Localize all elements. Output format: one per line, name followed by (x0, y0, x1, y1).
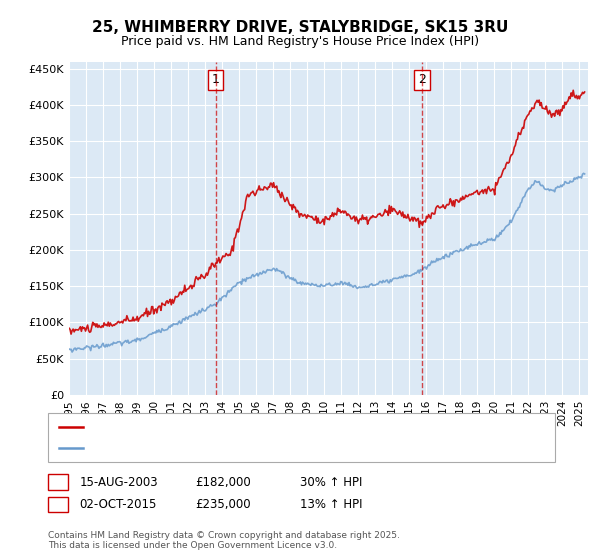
Text: 2: 2 (418, 73, 426, 86)
Text: £235,000: £235,000 (195, 498, 251, 511)
Text: 2: 2 (55, 500, 62, 510)
Text: 25, WHIMBERRY DRIVE, STALYBRIDGE, SK15 3RU: 25, WHIMBERRY DRIVE, STALYBRIDGE, SK15 3… (92, 20, 508, 35)
Text: 02-OCT-2015: 02-OCT-2015 (79, 498, 157, 511)
Text: HPI: Average price, detached house, Tameside: HPI: Average price, detached house, Tame… (88, 443, 329, 453)
Text: 1: 1 (55, 477, 62, 487)
Text: 30% ↑ HPI: 30% ↑ HPI (300, 475, 362, 489)
Text: Price paid vs. HM Land Registry's House Price Index (HPI): Price paid vs. HM Land Registry's House … (121, 35, 479, 48)
Text: 25, WHIMBERRY DRIVE, STALYBRIDGE, SK15 3RU (detached house): 25, WHIMBERRY DRIVE, STALYBRIDGE, SK15 3… (88, 422, 435, 432)
Text: Contains HM Land Registry data © Crown copyright and database right 2025.: Contains HM Land Registry data © Crown c… (48, 531, 400, 540)
Text: This data is licensed under the Open Government Licence v3.0.: This data is licensed under the Open Gov… (48, 541, 337, 550)
Text: 1: 1 (212, 73, 220, 86)
Text: 13% ↑ HPI: 13% ↑ HPI (300, 498, 362, 511)
Text: 15-AUG-2003: 15-AUG-2003 (79, 475, 158, 489)
Text: £182,000: £182,000 (195, 475, 251, 489)
